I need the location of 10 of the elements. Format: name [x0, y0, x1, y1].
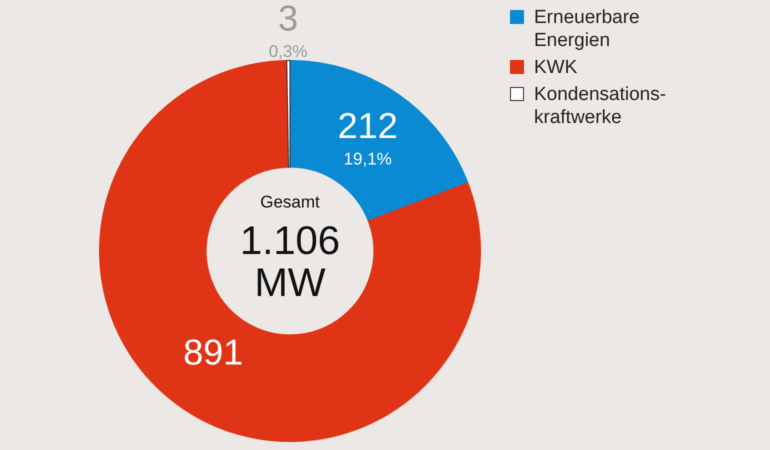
- text: 1.106 MW: [240, 219, 340, 306]
- text: 19,1%: [344, 150, 392, 169]
- legend-label: Kondensations-kraftwerke: [534, 83, 668, 129]
- data-label: 891: [183, 332, 244, 373]
- data-label: 3: [278, 0, 298, 38]
- legend-label: Erneuerbare Energien: [534, 6, 641, 52]
- text: Gesamt: [260, 192, 320, 212]
- text: 0,3%: [268, 42, 308, 62]
- legend-label: KWK: [534, 56, 578, 79]
- data-label: 212: [338, 104, 398, 146]
